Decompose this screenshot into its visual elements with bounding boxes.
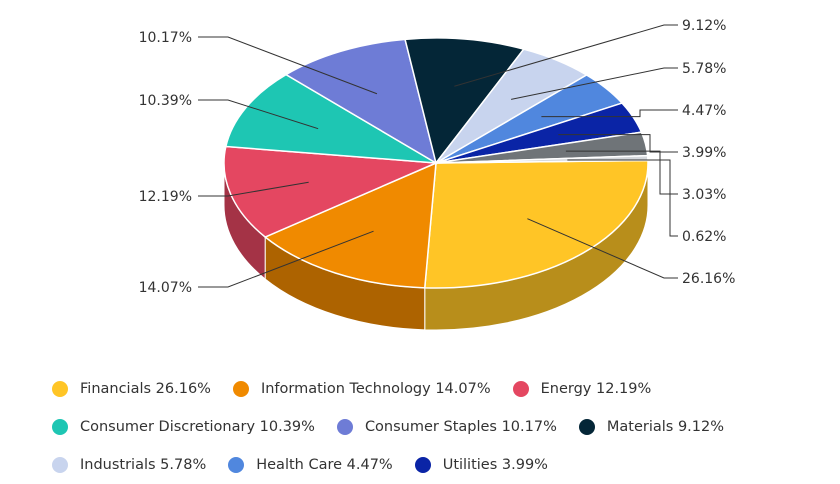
legend-item[interactable]: Health Care 4.47%: [228, 457, 393, 473]
legend-label: Health Care 4.47%: [256, 457, 393, 473]
pie-chart: 26.16% 14.07% 12.19% 10.39% 10.17% 9.12% 5.78%…: [139, 18, 736, 331]
slice-financials: [423, 159, 649, 289]
leader-line: [567, 159, 678, 237]
leader-line: [198, 230, 374, 288]
legend-row: Consumer Discretionary 10.39% Consumer St…: [52, 408, 832, 446]
legend-swatch: [52, 381, 68, 397]
legend-swatch: [578, 419, 595, 435]
legend-label: Energy 12.19%: [540, 381, 652, 397]
legend-label: Information Technology 14.07%: [260, 381, 491, 397]
slice-energy: [223, 145, 437, 238]
legend-swatch: [228, 457, 245, 473]
slice-consumer-discretionary: [224, 73, 437, 164]
data-label: 3.03%: [682, 187, 726, 203]
legend-item[interactable]: Materials 9.12%: [578, 419, 725, 435]
data-label: 0.62%: [682, 229, 726, 245]
leader-line: [541, 109, 678, 118]
legend-label: Financials 26.16%: [80, 381, 211, 397]
legend-item[interactable]: Financials 26.16%: [52, 381, 211, 397]
leader-line: [198, 36, 378, 95]
legend-row: Industrials 5.78% Health Care 4.47% Utilit…: [52, 446, 832, 484]
legend-label: Consumer Discretionary 10.39%: [80, 419, 315, 435]
legend-swatch: [512, 381, 529, 397]
slice-unlabeled-10: [435, 154, 649, 164]
slice-materials: [404, 37, 526, 165]
slice-consumer-staples: [284, 38, 438, 165]
chart-legend: Financials 26.16% Information Technology …: [52, 370, 832, 484]
callout-layer: 26.16% 14.07% 12.19% 10.39% 10.17% 9.12% 5.78%…: [139, 18, 736, 296]
legend-item[interactable]: Information Technology 14.07%: [232, 381, 491, 397]
data-label: 5.78%: [682, 61, 726, 77]
legend-swatch: [52, 457, 68, 473]
legend-row: Financials 26.16% Information Technology …: [52, 370, 832, 408]
legend-label: Utilities 3.99%: [442, 457, 548, 473]
pie-top-layer: [223, 37, 649, 289]
legend-label: Materials 9.12%: [606, 419, 725, 435]
leader-line: [198, 181, 309, 197]
data-label: 4.47%: [682, 103, 726, 119]
legend-swatch: [414, 457, 431, 473]
legend-swatch: [336, 419, 353, 435]
data-label: 3.99%: [682, 145, 726, 161]
legend-swatch: [52, 419, 68, 435]
data-label: 12.19%: [139, 189, 192, 205]
data-label: 10.17%: [139, 30, 192, 46]
leader-line: [198, 99, 319, 130]
legend-item[interactable]: Energy 12.19%: [512, 381, 652, 397]
leader-line: [565, 150, 678, 195]
legend-label: Industrials 5.78%: [80, 457, 207, 473]
leader-line: [511, 67, 678, 100]
data-label: 14.07%: [139, 280, 192, 296]
legend-item[interactable]: Industrials 5.78%: [52, 457, 206, 473]
data-label: 26.16%: [682, 271, 735, 287]
legend-item[interactable]: Consumer Discretionary 10.39%: [52, 419, 315, 435]
legend-item[interactable]: Utilities 3.99%: [414, 457, 548, 473]
leader-line: [558, 134, 678, 153]
legend-swatch: [232, 381, 249, 397]
leader-line: [454, 24, 678, 87]
data-label: 9.12%: [682, 18, 726, 34]
legend-label: Consumer Staples 10.17%: [364, 419, 557, 435]
leader-line: [527, 218, 678, 279]
data-label: 10.39%: [139, 93, 192, 109]
legend-item[interactable]: Consumer Staples 10.17%: [336, 419, 557, 435]
